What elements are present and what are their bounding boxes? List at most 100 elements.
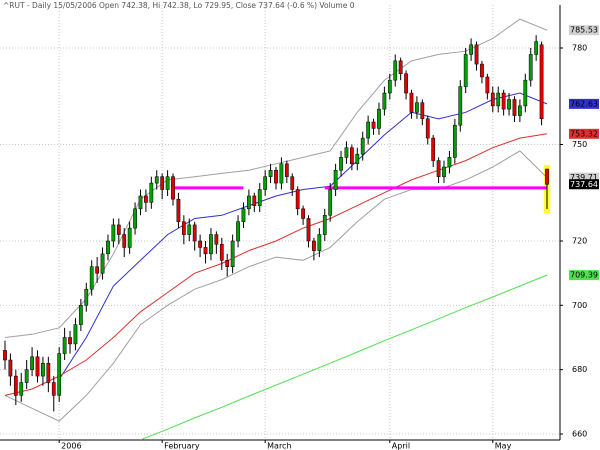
candle-body [165, 176, 170, 190]
candle-body [317, 234, 322, 251]
candle-body [192, 224, 197, 242]
candle-body [507, 99, 511, 110]
candle-body [344, 147, 349, 158]
value-label: 785.53 [570, 26, 598, 35]
candle-body [89, 266, 94, 290]
candle-body [279, 163, 284, 184]
x-tick-label: April [392, 442, 410, 450]
indicator-line [4, 18, 548, 338]
candle-body [209, 234, 213, 255]
candle-body [355, 153, 360, 165]
value-label: 753.32 [570, 129, 598, 138]
candle-body [452, 124, 457, 158]
candle-body [46, 362, 51, 383]
candle-body [528, 54, 533, 81]
candle-body [339, 157, 343, 171]
candle-body [458, 86, 463, 126]
candle-body [480, 63, 484, 78]
candle-body [13, 375, 18, 396]
candle-body [447, 157, 452, 168]
indicator-line [4, 133, 548, 396]
candle-body [469, 44, 473, 55]
candle-body [106, 240, 110, 255]
candle-body [219, 243, 224, 261]
candle-body [144, 195, 148, 203]
candle-body [333, 169, 338, 190]
candle-body [100, 253, 105, 274]
candle-body [409, 92, 414, 113]
value-label: 762.63 [570, 99, 598, 108]
candle-body [30, 356, 34, 370]
candle-body [68, 337, 72, 345]
labels: 660 680 700 720 750 780 2006 February March April… [61, 25, 599, 450]
value-label: 739.71 [570, 173, 598, 182]
x-tick-label: March [267, 442, 291, 450]
candle-body [268, 169, 273, 177]
value-tag [569, 98, 599, 109]
candle-body [73, 324, 78, 345]
candle-body [149, 182, 154, 203]
candle-body [154, 176, 159, 184]
candle-body [116, 224, 121, 235]
indicator-line [4, 150, 548, 422]
candle-body [312, 240, 316, 251]
candle-body [203, 247, 208, 255]
candle-body [57, 353, 62, 396]
y-tick-label: 780 [572, 44, 587, 53]
candle-body [436, 160, 441, 177]
candle-body [328, 189, 333, 216]
candle-body [442, 166, 446, 177]
candle-body [111, 224, 116, 242]
candle-body [138, 195, 143, 210]
candle-body [518, 105, 522, 116]
candle-body [35, 356, 40, 377]
candle-body [160, 176, 165, 190]
value-tag [569, 270, 599, 281]
candle-body [512, 99, 517, 116]
candle-body [393, 60, 398, 81]
candle-body [241, 208, 246, 222]
x-tick-label: 2006 [61, 442, 81, 450]
y-tick-label: 700 [572, 301, 587, 310]
y-tick-label: 720 [572, 236, 587, 245]
y-tick-label: 750 [572, 140, 587, 149]
candle-body [51, 382, 56, 396]
candle-body [404, 73, 408, 94]
candle-body [387, 79, 392, 94]
candle-body [501, 92, 506, 110]
candle-body [127, 227, 132, 248]
candle-body [382, 92, 387, 110]
candle-body [306, 218, 311, 242]
candle-body [377, 108, 381, 129]
indicator-line [58, 92, 548, 380]
candle-body [252, 195, 257, 206]
candle-body [78, 305, 83, 325]
candle-body [187, 224, 192, 235]
candle-body [225, 260, 230, 267]
candle-body [534, 41, 539, 55]
y-tick-label: 680 [572, 365, 587, 374]
candle-body [474, 44, 479, 65]
value-tag [569, 25, 599, 36]
candle-body [171, 176, 175, 200]
candle-body [398, 60, 403, 74]
candle-body [301, 208, 305, 219]
candle-body [284, 163, 289, 177]
candle-body [247, 195, 251, 210]
candle-body [463, 54, 468, 87]
candle-body [263, 176, 268, 190]
candle-body [133, 208, 137, 229]
candle-body [95, 266, 100, 274]
candle-body [420, 102, 425, 120]
candle-body [360, 137, 365, 155]
candle-body [415, 102, 419, 113]
value-label: 737.64 [570, 180, 598, 189]
indicator-line [140, 274, 548, 440]
candle-body [485, 76, 490, 94]
candle-body [295, 189, 300, 210]
candle-body [41, 362, 45, 377]
candle-body [19, 382, 24, 396]
candle-body [490, 92, 495, 107]
